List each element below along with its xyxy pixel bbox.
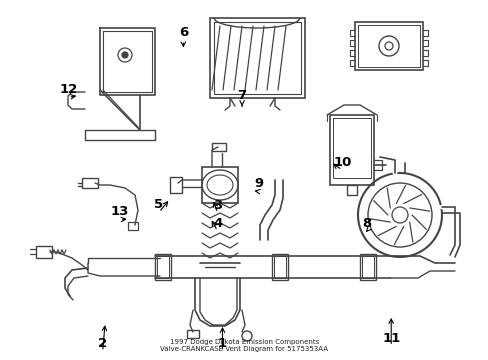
Text: 10: 10 [332,156,351,168]
Bar [36,246,52,258]
Circle shape [122,52,128,58]
Bar [82,178,98,188]
Bar [354,22,422,70]
Bar [273,256,285,278]
Text: 1997 Dodge Dakota Emission Components
Valve-CRANKCASE Vent Diagram for 5175353AA: 1997 Dodge Dakota Emission Components Va… [160,339,328,352]
Text: 9: 9 [254,177,263,190]
Text: 1: 1 [218,337,226,350]
Bar [186,330,199,338]
Bar [157,256,169,278]
Text: 7: 7 [237,89,246,102]
Text: 11: 11 [381,332,400,345]
Bar [214,22,301,94]
Bar [332,118,370,178]
Text: 5: 5 [154,198,163,211]
Bar [271,254,287,280]
Text: 12: 12 [59,83,78,96]
Text: 2: 2 [98,337,107,350]
Bar [155,254,171,280]
Text: 13: 13 [110,205,129,218]
Bar [202,167,238,203]
Text: 4: 4 [213,217,222,230]
Bar [361,256,373,278]
Bar [209,18,305,98]
Text: 6: 6 [179,26,187,39]
Bar [357,25,419,67]
Bar [128,222,138,230]
Text: 3: 3 [213,199,222,212]
Bar [329,115,373,185]
Bar [359,254,375,280]
Bar [170,177,182,193]
Text: 8: 8 [362,217,370,230]
Bar [212,143,225,151]
Bar [346,185,356,195]
